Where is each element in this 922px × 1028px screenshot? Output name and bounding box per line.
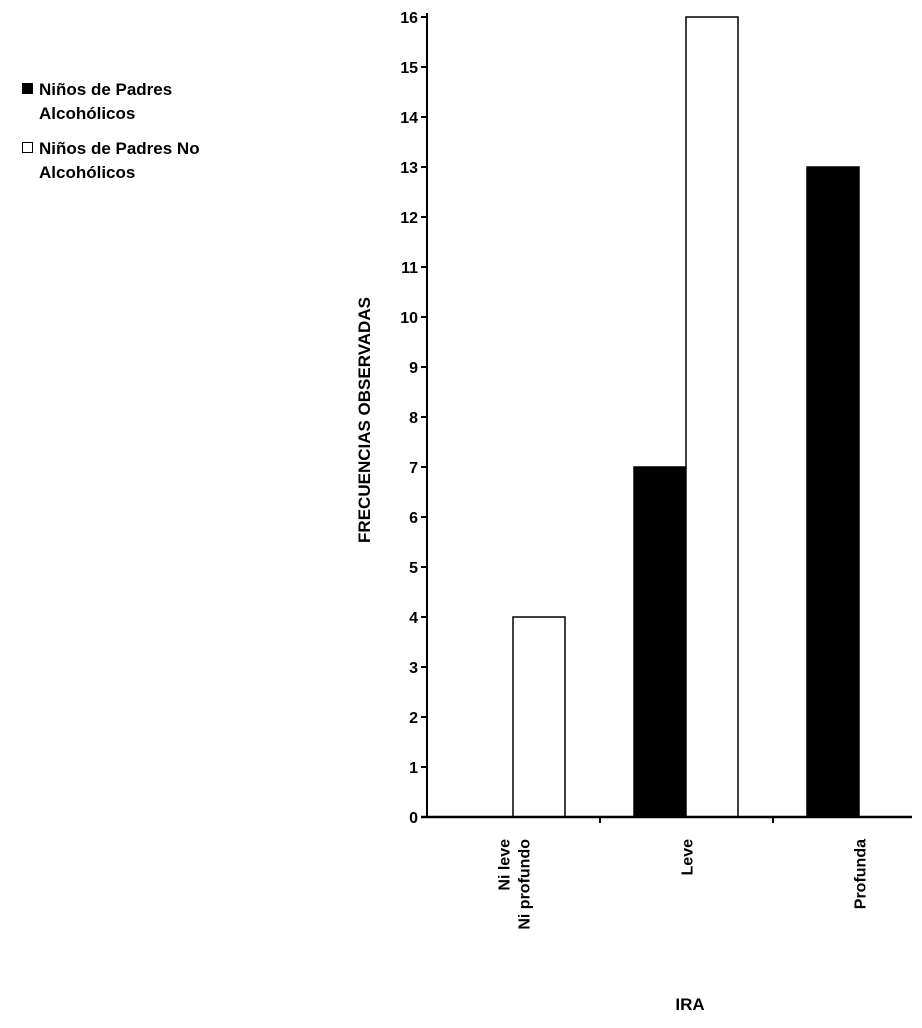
- legend: Niños de Padres Alcohólicos Niños de Pad…: [22, 78, 322, 196]
- y-tick-label-3: 3: [409, 660, 418, 677]
- y-tick-label-7: 7: [409, 460, 418, 477]
- y-tick-label-16: 16: [400, 10, 418, 27]
- bar-series0-cat1: [633, 466, 687, 818]
- y-tick-label-14: 14: [400, 110, 418, 127]
- y-tick-label-10: 10: [400, 310, 418, 327]
- legend-swatch-white: [22, 142, 33, 153]
- bar-series1-cat1: [685, 16, 739, 818]
- x-category-label-1: Leve: [680, 839, 697, 876]
- y-tick-label-5: 5: [409, 560, 418, 577]
- y-tick-label-9: 9: [409, 360, 418, 377]
- y-tick-label-6: 6: [409, 510, 418, 527]
- x-category-label-line: Leve: [680, 839, 697, 876]
- y-tick-label-2: 2: [409, 710, 418, 727]
- x-category-label-line: Ni leve: [497, 839, 514, 891]
- legend-item-non-alcoholic: Niños de Padres No Alcohólicos: [22, 137, 322, 185]
- y-tick-label-8: 8: [409, 410, 418, 427]
- y-tick-label-11: 11: [401, 260, 418, 277]
- bar-series0-cat2: [806, 166, 860, 818]
- legend-label-alcoholic: Niños de Padres Alcohólicos: [39, 80, 173, 123]
- x-category-label-0: Ni leve Ni profundo: [497, 839, 534, 930]
- x-category-label-2: Profunda: [853, 839, 870, 909]
- y-tick-label-4: 4: [409, 610, 418, 627]
- y-tick-label-15: 15: [400, 60, 418, 77]
- y-axis-title: FRECUENCIAS OBSERVADAS: [355, 297, 374, 543]
- x-axis-title: IRA: [675, 995, 704, 1014]
- y-tick-label-13: 13: [400, 160, 418, 177]
- x-category-label-line: Profunda: [853, 839, 870, 909]
- x-category-label-line: Ni profundo: [517, 839, 534, 930]
- legend-item-alcoholic: Niños de Padres Alcohólicos: [22, 78, 322, 126]
- legend-label-non-alcoholic: Niños de Padres No Alcohólicos: [39, 139, 200, 182]
- y-tick-label-12: 12: [400, 210, 418, 227]
- y-tick-label-1: 1: [409, 760, 418, 777]
- legend-swatch-black: [22, 83, 33, 94]
- y-tick-label-0: 0: [409, 810, 418, 827]
- bar-series1-cat0: [512, 616, 566, 818]
